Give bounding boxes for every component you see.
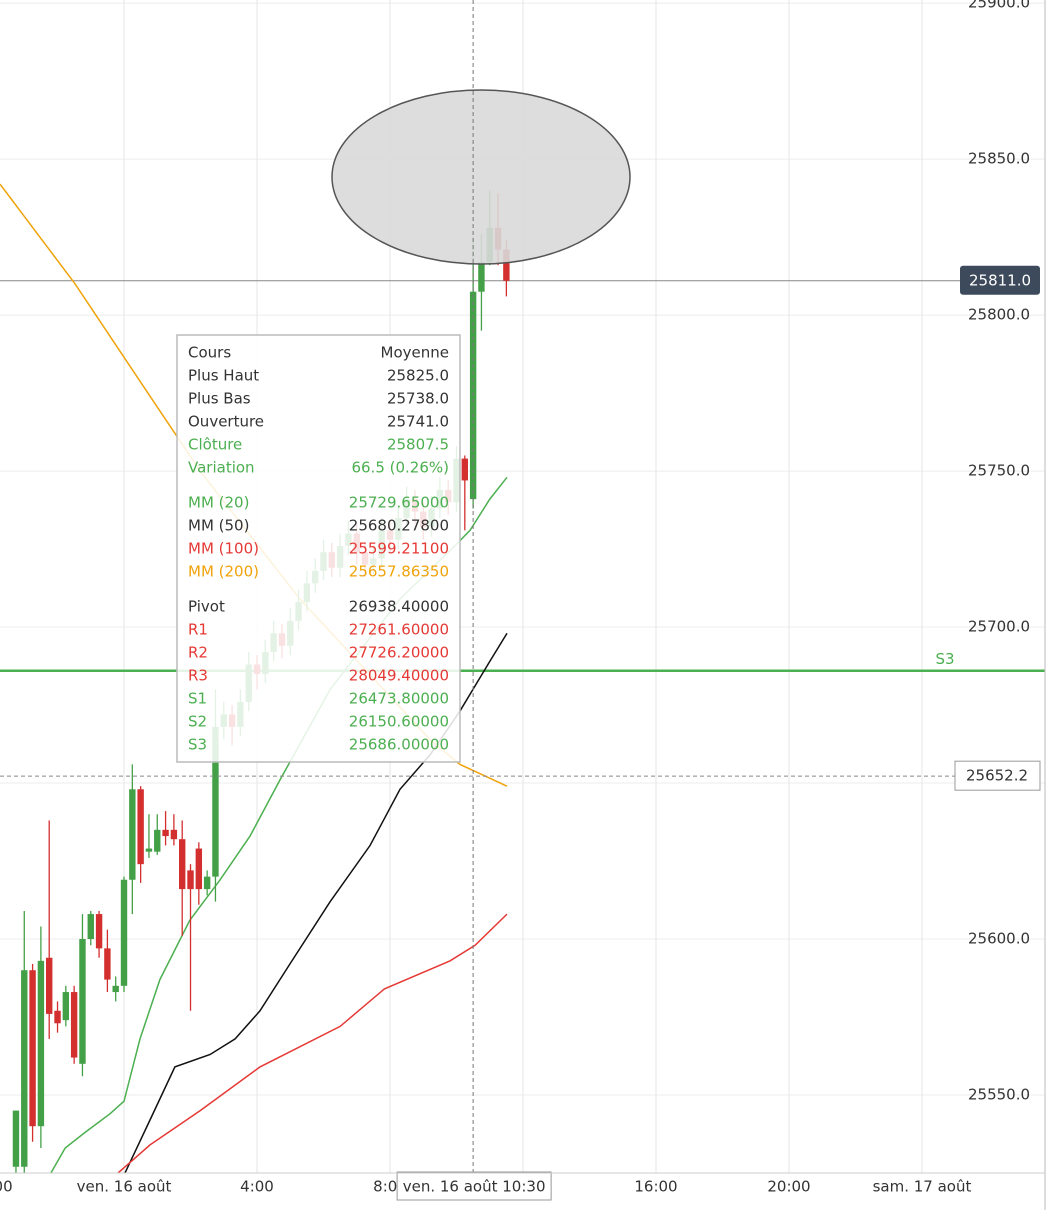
y-tick-label: 25700.0 (968, 618, 1030, 636)
y-tick-label: 25550.0 (968, 1086, 1030, 1104)
candle-body (70, 992, 78, 1058)
tooltip-value: 28049.40000 (349, 667, 449, 685)
x-tick-label: 20:00 (767, 1178, 810, 1196)
moving-average-line (117, 913, 508, 1173)
tooltip-value: 25599.21100 (349, 540, 449, 558)
candle-body (12, 1110, 20, 1167)
candle-body (79, 939, 86, 1064)
tooltip-value: 26150.60000 (349, 713, 449, 731)
front-layer: Cours Moyenne Plus Haut 25825.0 Plus Bas 2573… (0, 0, 955, 1173)
candle-body (46, 957, 53, 1014)
tooltip-value: 26938.40000 (349, 598, 449, 616)
candle-body (195, 848, 203, 890)
candle-body (62, 992, 70, 1021)
y-tick-label: 25750.0 (968, 462, 1030, 480)
tooltip-label: S3 (188, 736, 207, 754)
y-tick-label: 25800.0 (968, 306, 1030, 324)
pivot-label: S3 (935, 650, 954, 668)
candle-body (120, 879, 128, 986)
tooltip-label: S1 (188, 690, 207, 708)
tooltip-value: 25680.27800 (349, 517, 449, 535)
tooltip-box (176, 334, 461, 763)
candle-body (112, 985, 119, 993)
tooltip-value: 25657.86350 (349, 563, 449, 581)
tooltip-label: Cours (188, 344, 231, 362)
overlay: 25550.025600.025650.025700.025750.025800… (396, 0, 1041, 1201)
candle-body (461, 458, 469, 481)
tooltip-value: 25729.65000 (349, 494, 449, 512)
last-price-box (960, 265, 1040, 295)
tooltip-value: 25738.0 (387, 390, 449, 408)
tooltip-value: 27726.20000 (349, 644, 449, 662)
tooltip-value: Moyenne (381, 344, 449, 362)
tooltip-label: MM (200) (188, 563, 259, 581)
crosshair-time-box (396, 1171, 552, 1201)
candle-body (179, 839, 186, 890)
tooltip-value: 27261.60000 (349, 621, 449, 639)
y-tick-label: 25600.0 (968, 930, 1030, 948)
tooltip-label: R2 (188, 644, 208, 662)
candle-body (21, 970, 28, 1167)
tooltip-label: MM (100) (188, 540, 259, 558)
candle-body (54, 1010, 61, 1024)
candle-body (95, 914, 103, 949)
tooltip-label: Pivot (188, 598, 225, 616)
candle-body (129, 789, 136, 880)
tooltip-label: Plus Bas (188, 390, 251, 408)
x-tick-label: 16:00 (634, 1178, 677, 1196)
x-tick-label: 20:00 (0, 1178, 13, 1196)
candle-body (212, 726, 219, 877)
tooltip-value: 25741.0 (387, 413, 449, 431)
tooltip-label: R1 (188, 621, 208, 639)
y-tick-label: 25900.0 (968, 0, 1030, 12)
x-tick-label: sam. 17 août (873, 1178, 972, 1196)
tooltip-label: MM (50) (188, 517, 249, 535)
candle-body (104, 948, 111, 980)
tooltip-value: 26473.80000 (349, 690, 449, 708)
candle-body (203, 876, 211, 890)
tooltip-value: 25686.00000 (349, 736, 449, 754)
tooltip-label: Ouverture (188, 413, 264, 431)
candle-body (187, 870, 194, 890)
candle-body (37, 960, 45, 1127)
tooltip-label: Plus Haut (188, 367, 259, 385)
tooltip-label: MM (20) (188, 494, 249, 512)
candle-body (503, 249, 510, 281)
candle-body (29, 970, 36, 1127)
x-tick-label: ven. 16 août (77, 1178, 172, 1196)
candle-body (154, 829, 161, 852)
tooltip-label: S2 (188, 713, 207, 731)
tooltip-label: Clôture (188, 436, 242, 454)
crosshair-price-box (954, 760, 1041, 791)
tooltip-value: 66.5 (0.26%) (351, 459, 449, 477)
crosshair-price-label: 25652.2 (966, 767, 1028, 785)
tooltip-label: Variation (188, 459, 255, 477)
crosshair-time-label: ven. 16 août 10:30 (403, 1178, 546, 1196)
candle-body (170, 829, 178, 840)
y-tick-label: 25850.0 (968, 150, 1030, 168)
last-price-label: 25811.0 (969, 271, 1031, 289)
candle-body (87, 914, 94, 940)
candle-body (137, 789, 144, 865)
candle-body (162, 829, 169, 837)
ellipse-annotation (331, 89, 631, 265)
candle-body (478, 262, 485, 292)
tooltip-value: 25807.5 (387, 436, 449, 454)
tooltip-label: R3 (188, 667, 208, 685)
x-tick-label: 4:00 (240, 1178, 274, 1196)
tooltip-value: 25825.0 (387, 367, 449, 385)
candle-body (145, 848, 153, 852)
